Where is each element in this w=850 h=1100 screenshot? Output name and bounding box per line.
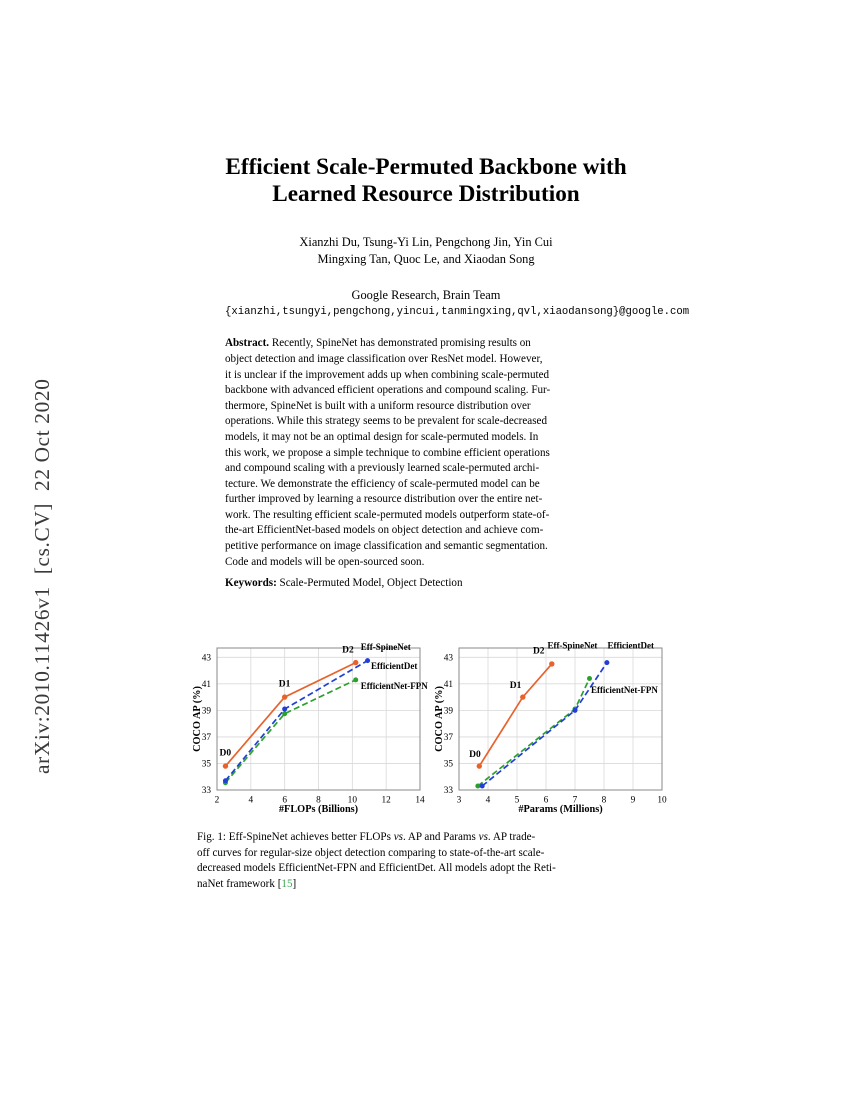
svg-text:D2: D2 (342, 646, 354, 656)
svg-text:35: 35 (444, 760, 454, 770)
svg-text:43: 43 (202, 653, 212, 663)
svg-text:EfficientNet-FPN: EfficientNet-FPN (361, 681, 428, 691)
svg-text:D0: D0 (220, 749, 232, 759)
svg-text:39: 39 (444, 707, 454, 717)
svg-text:D1: D1 (279, 679, 291, 689)
svg-text:43: 43 (444, 653, 454, 663)
svg-text:39: 39 (202, 707, 212, 717)
svg-text:Eff-SpineNet: Eff-SpineNet (361, 642, 411, 652)
svg-text:D1: D1 (510, 681, 522, 691)
svg-text:EfficientDet: EfficientDet (371, 661, 417, 671)
svg-text:37: 37 (444, 733, 454, 743)
svg-text:35: 35 (202, 760, 212, 770)
svg-text:EfficientDet: EfficientDet (607, 641, 653, 651)
svg-text:41: 41 (202, 680, 212, 690)
svg-text:Eff-SpineNet: Eff-SpineNet (547, 641, 597, 651)
svg-text:41: 41 (444, 680, 454, 690)
svg-text:EfficientNet-FPN: EfficientNet-FPN (591, 685, 658, 695)
svg-text:33: 33 (202, 786, 212, 796)
svg-text:37: 37 (202, 733, 212, 743)
svg-text:D0: D0 (469, 750, 481, 760)
svg-text:33: 33 (444, 786, 454, 796)
svg-text:D2: D2 (533, 646, 545, 656)
